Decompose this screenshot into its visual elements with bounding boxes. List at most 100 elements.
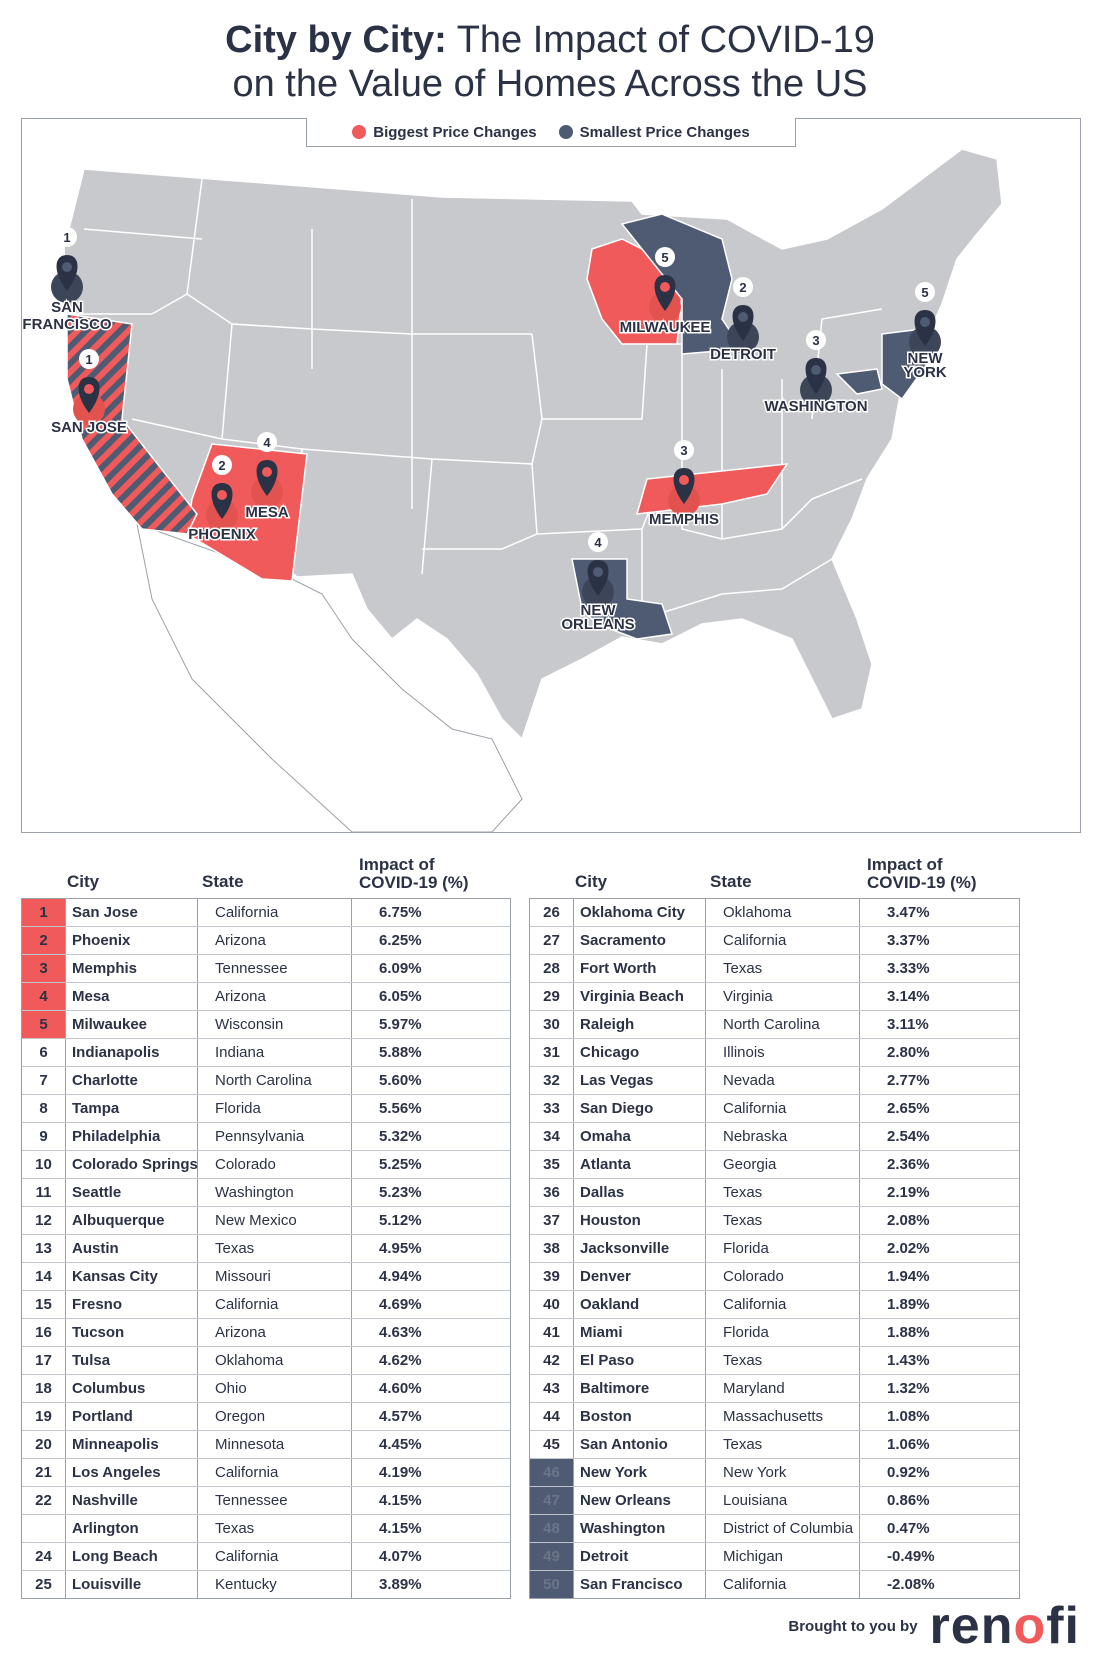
city-cell: Tulsa	[72, 1352, 111, 1369]
rank-cell: 16	[22, 1319, 66, 1346]
city-cell: Long Beach	[72, 1548, 158, 1565]
impact-cell: 1.32%	[887, 1380, 930, 1397]
impact-cell: 3.37%	[887, 932, 930, 949]
city-cell: Chicago	[580, 1044, 640, 1061]
city-cell: Philadelphia	[72, 1128, 161, 1145]
impact-cell: 3.47%	[887, 904, 930, 921]
impact-cell: 3.33%	[887, 960, 930, 977]
state-cell: North Carolina	[215, 1072, 312, 1089]
impact-cell: 5.12%	[379, 1212, 422, 1229]
rank-cell: 24	[22, 1543, 66, 1570]
impact-cell: 1.89%	[887, 1296, 930, 1313]
state-cell: Kentucky	[215, 1576, 277, 1593]
table-row: 16 Tucson Arizona 4.63%	[22, 1319, 510, 1347]
highlight-smallest	[66, 213, 928, 640]
pin-center-dot	[84, 384, 94, 394]
marker-number-badge	[674, 440, 694, 460]
impact-cell: -2.08%	[887, 1576, 935, 1593]
impact-cell: 4.19%	[379, 1464, 422, 1481]
state-cell: Louisiana	[723, 1492, 788, 1509]
rank-cell: 5	[22, 1011, 66, 1038]
marker-number: 3	[812, 333, 819, 348]
impact-cell: 6.09%	[379, 960, 422, 977]
rank-cell: 11	[22, 1179, 66, 1206]
table-row: 42 El Paso Texas 1.43%	[530, 1347, 1019, 1375]
map-pin-icon	[914, 310, 936, 346]
rank-cell: 35	[530, 1151, 574, 1178]
state-cell: Washington	[215, 1184, 294, 1201]
city-cell: Las Vegas	[580, 1072, 654, 1089]
impact-cell: 4.69%	[379, 1296, 422, 1313]
legend-smallest-label: Smallest Price Changes	[579, 123, 750, 141]
impact-cell: 4.60%	[379, 1380, 422, 1397]
state-cell: Tennessee	[215, 1492, 288, 1509]
state-cell: Michigan	[723, 1548, 784, 1565]
pin-center-dot	[217, 490, 227, 500]
impact-cell: 6.25%	[379, 932, 422, 949]
pin-center-dot	[660, 282, 670, 292]
marker-number-badge	[212, 455, 232, 475]
state-cell: Arizona	[215, 988, 266, 1005]
impact-cell: 5.97%	[379, 1016, 422, 1033]
rank-cell: 25	[22, 1571, 66, 1598]
map-pin-icon	[256, 460, 278, 496]
rank-cell: 44	[530, 1403, 574, 1430]
city-cell: Denver	[580, 1268, 631, 1285]
city-cell: Charlotte	[72, 1072, 138, 1089]
impact-cell: 4.45%	[379, 1436, 422, 1453]
rank-cell: 2	[22, 927, 66, 954]
marker-number-badge	[57, 227, 77, 247]
rank-cell: 45	[530, 1431, 574, 1458]
rank-cell: 33	[530, 1095, 574, 1122]
rank-cell: 46	[530, 1459, 574, 1486]
header-city: City	[575, 872, 608, 891]
table-row: 39 Denver Colorado 1.94%	[530, 1263, 1019, 1291]
pin-center-dot	[738, 312, 748, 322]
table-row: 20 Minneapolis Minnesota 4.45%	[22, 1431, 510, 1459]
rank-cell: 32	[530, 1067, 574, 1094]
map-marker: 2 PHOENIX	[187, 455, 257, 545]
rank-cell: 49	[530, 1543, 574, 1570]
table-row: 31 Chicago Illinois 2.80%	[530, 1039, 1019, 1067]
rank-cell: 42	[530, 1347, 574, 1374]
table-row: 8 Tampa Florida 5.56%	[22, 1095, 510, 1123]
map-pin-icon	[805, 358, 827, 394]
impact-cell: 2.65%	[887, 1100, 930, 1117]
title-bold: City by City:	[225, 19, 447, 61]
rank-cell: 3	[22, 955, 66, 982]
pin-center-dot	[593, 567, 603, 577]
title-line2: on the Value of Homes Across the US	[232, 63, 868, 105]
table-row: 19 Portland Oregon 4.57%	[22, 1403, 510, 1431]
impact-cell: 3.11%	[887, 1016, 929, 1033]
map-pin-icon	[587, 560, 609, 596]
table-row: 15 Fresno California 4.69%	[22, 1291, 510, 1319]
state-cell: Florida	[215, 1100, 261, 1117]
map-pin-icon	[78, 377, 100, 413]
impact-cell: 3.14%	[887, 988, 930, 1005]
impact-cell: 5.32%	[379, 1128, 422, 1145]
legend-biggest-label: Biggest Price Changes	[373, 123, 537, 141]
legend-biggest: Biggest Price Changes	[352, 123, 537, 141]
impact-cell: 5.23%	[379, 1184, 422, 1201]
city-cell: Virginia Beach	[580, 988, 684, 1005]
marker-number: 1	[85, 352, 92, 367]
rank-cell: 1	[22, 899, 66, 926]
marker-number-badge	[257, 432, 277, 452]
header-impact-1: Impact of	[867, 855, 943, 874]
rank-cell: 12	[22, 1207, 66, 1234]
table-row: 43 Baltimore Maryland 1.32%	[530, 1375, 1019, 1403]
state-cell: California	[215, 1464, 279, 1481]
impact-cell: 2.08%	[887, 1212, 930, 1229]
city-cell: Colorado Springs	[72, 1156, 198, 1173]
impact-cell: -0.49%	[887, 1548, 935, 1565]
impact-cell: 5.88%	[379, 1044, 422, 1061]
city-cell: Baltimore	[580, 1380, 650, 1397]
table-row: 30 Raleigh North Carolina 3.11%	[530, 1011, 1019, 1039]
impact-cell: 2.54%	[887, 1128, 930, 1145]
table-right-header: City State Impact of COVID-19 (%)	[529, 850, 1081, 898]
impact-cell: 2.80%	[887, 1044, 930, 1061]
state-cell: Missouri	[215, 1268, 271, 1285]
rank-cell: 36	[530, 1179, 574, 1206]
state-cell: Texas	[723, 1184, 763, 1201]
city-cell: Tampa	[72, 1100, 120, 1117]
